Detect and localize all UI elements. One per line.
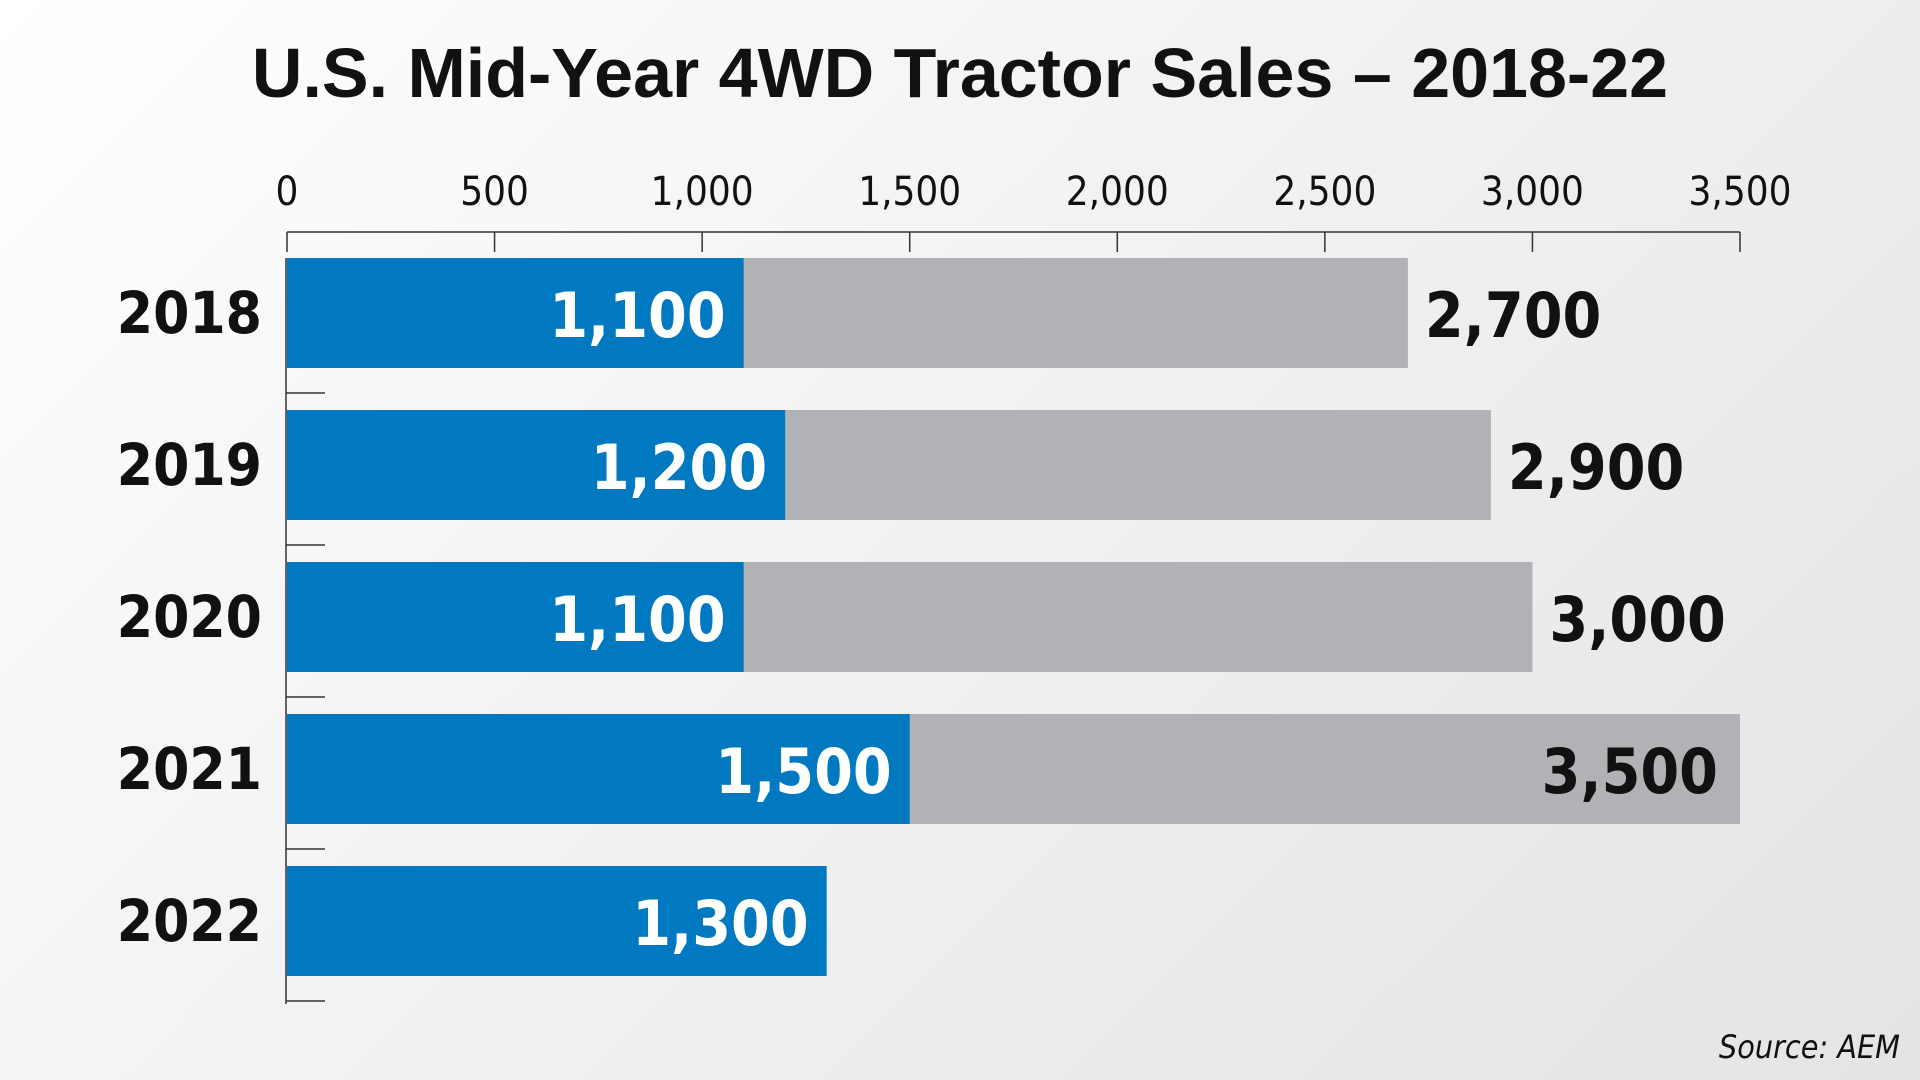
mid-year-bar: [287, 714, 910, 824]
x-tick-label: 2,500: [1273, 169, 1376, 215]
x-tick-label: 0: [276, 169, 299, 215]
full-year-value-label: 3,500: [1542, 735, 1718, 808]
full-year-value-label: 2,900: [1508, 431, 1684, 504]
category-label: 2018: [117, 279, 262, 347]
mid-year-bar: [287, 410, 786, 520]
mid-year-bar: [287, 866, 827, 976]
x-tick-label: 1,500: [858, 169, 961, 215]
x-tick-label: 3,000: [1481, 169, 1584, 215]
x-tick-label: 2,000: [1066, 169, 1169, 215]
category-label: 2020: [117, 583, 262, 651]
x-tick-label: 500: [460, 169, 529, 215]
x-tick-label: 3,500: [1689, 169, 1792, 215]
mid-year-bar: [287, 562, 744, 672]
mid-year-value-label: 1,100: [549, 583, 725, 656]
chart-title: U.S. Mid-Year 4WD Tractor Sales – 2018-2…: [252, 34, 1668, 112]
category-label: 2021: [117, 735, 262, 803]
source-note: Source: AEM: [1719, 1028, 1900, 1066]
x-tick-label: 1,000: [651, 169, 754, 215]
mid-year-value-label: 1,200: [591, 431, 767, 504]
mid-year-value-label: 1,100: [549, 279, 725, 352]
mid-year-value-label: 1,300: [632, 887, 808, 960]
full-year-value-label: 3,000: [1549, 583, 1725, 656]
mid-year-bar: [287, 258, 744, 368]
bars: 2018 1,100 2,700 2019 1,200 2,900 2020 1,100 3,0…: [117, 258, 1740, 1002]
category-label: 2019: [117, 431, 262, 499]
mid-year-value-label: 1,500: [715, 735, 891, 808]
category-label: 2022: [117, 887, 262, 955]
full-year-value-label: 2,700: [1425, 279, 1601, 352]
x-axis: 0 500 1,000 1,500 2,000 2,500 3,000 3,500: [276, 169, 1792, 1004]
